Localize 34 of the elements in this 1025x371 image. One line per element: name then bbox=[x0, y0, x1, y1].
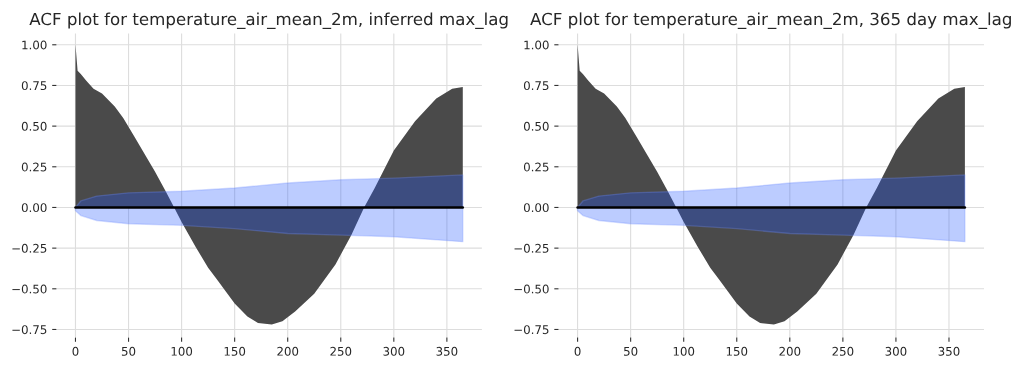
x-tick-label: 350 bbox=[938, 346, 960, 356]
chart-title: ACF plot for temperature_air_mean_2m, 365 day max_lag bbox=[530, 12, 1011, 29]
x-tick-label: 300 bbox=[383, 346, 405, 356]
x-tick-label: 100 bbox=[673, 346, 695, 356]
y-tick-label: 0.25 bbox=[523, 162, 549, 172]
y-tick-label: −0.25 bbox=[514, 243, 549, 253]
y-tick-label: 1.00 bbox=[524, 40, 549, 50]
y-tick-label: 0.75 bbox=[21, 81, 47, 91]
x-tick-label: 350 bbox=[436, 346, 458, 356]
x-tick-label: 150 bbox=[726, 346, 748, 356]
y-tick-label: 0.50 bbox=[523, 121, 549, 131]
y-tick-label: 0.25 bbox=[21, 162, 47, 172]
y-tick-label: −0.75 bbox=[514, 325, 549, 335]
x-tick-label: 50 bbox=[121, 346, 136, 356]
x-tick-label: 0 bbox=[72, 346, 79, 356]
x-tick-label: 200 bbox=[779, 346, 801, 356]
y-tick-label: −0.75 bbox=[12, 325, 47, 335]
x-tick-label: 0 bbox=[574, 346, 581, 356]
y-tick-label: 0.50 bbox=[21, 121, 47, 131]
x-tick-label: 150 bbox=[224, 346, 246, 356]
y-tick-label: −0.50 bbox=[12, 284, 47, 294]
x-tick-label: 50 bbox=[624, 346, 638, 356]
x-tick-label: 100 bbox=[171, 346, 193, 356]
y-tick-label: 0.75 bbox=[523, 81, 549, 91]
y-tick-label: −0.25 bbox=[12, 243, 47, 253]
x-tick-label: 300 bbox=[885, 346, 907, 356]
y-tick-label: 0.00 bbox=[523, 203, 549, 213]
y-tick-label: −0.50 bbox=[514, 284, 549, 294]
x-tick-label: 200 bbox=[277, 346, 299, 356]
y-tick-label: 0.00 bbox=[21, 203, 47, 213]
y-tick-label: 1.00 bbox=[22, 40, 47, 50]
x-tick-label: 250 bbox=[330, 346, 352, 356]
chart-title: ACF plot for temperature_air_mean_2m, inferred max_lag bbox=[29, 12, 508, 29]
x-tick-label: 250 bbox=[832, 346, 854, 356]
